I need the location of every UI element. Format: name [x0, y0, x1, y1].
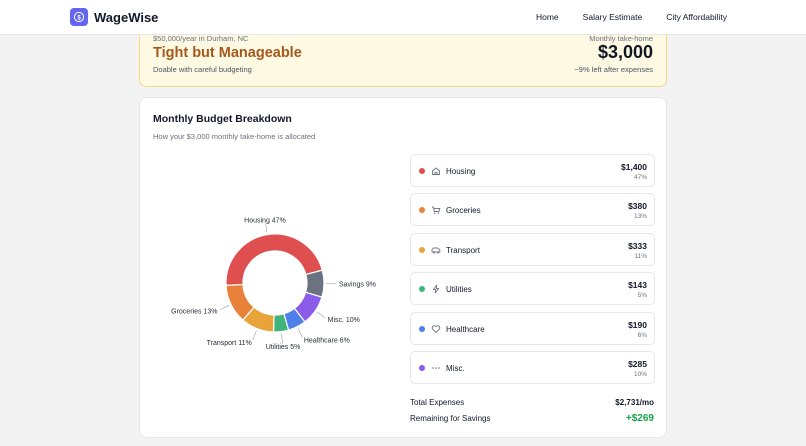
category-percent: 13%	[633, 213, 647, 221]
category-name: Housing	[446, 167, 476, 176]
category-amount: $333	[628, 240, 647, 251]
category-amount: $1,400	[621, 162, 647, 172]
budget-breakdown-card: Monthly Budget Breakdown How your $3,000…	[139, 97, 667, 438]
card-title: Monthly Budget Breakdown	[153, 113, 292, 125]
slice-label: Housing 47%	[244, 217, 286, 224]
category-amount: $190	[628, 319, 647, 330]
category-percent: 5%	[637, 292, 647, 300]
leader-line	[297, 328, 303, 338]
cart-icon	[432, 206, 441, 215]
category-name: Healthcare	[446, 324, 485, 334]
dollar-coin-icon: $	[70, 8, 88, 26]
card-subtitle: How your $3,000 monthly take-home is all…	[153, 132, 316, 141]
brand[interactable]: $ WageWise	[70, 8, 158, 26]
total-expenses-label: Total Expenses	[410, 398, 465, 407]
nav-links: Home Salary Estimate City Affordability	[512, 12, 727, 22]
nav-link-city-affordability[interactable]: City Affordability	[666, 12, 727, 22]
budget-donut-chart: Housing 47% Savings 9% Misc. 10% Healthcare…	[171, 217, 376, 351]
home-icon	[432, 167, 440, 175]
verdict-title: Tight but Manageable	[153, 45, 302, 61]
color-dot	[419, 286, 425, 293]
category-list: Housing $1,400 47% Groceries $380 13% Tr…	[410, 154, 655, 390]
remaining-savings-row: Remaining for Savings +$269	[410, 412, 655, 428]
svg-text:$: $	[77, 15, 81, 21]
color-dot	[419, 325, 425, 332]
donut-slice-groceries[interactable]	[225, 283, 255, 321]
category-name: Utilities	[446, 285, 472, 295]
category-percent: 11%	[634, 252, 647, 260]
category-name: Transport	[446, 245, 480, 255]
remaining-savings-label: Remaining for Savings	[410, 414, 491, 423]
category-item-groceries[interactable]: Groceries $380 13%	[410, 193, 655, 227]
slice-label: Transport 11%	[207, 340, 252, 347]
color-dot	[419, 207, 425, 214]
category-name: Groceries	[446, 206, 481, 216]
slice-label: Healthcare 6%	[304, 338, 350, 345]
category-item-healthcare[interactable]: Healthcare $190 6%	[410, 311, 655, 345]
brand-name: WageWise	[94, 9, 159, 25]
slice-label: Misc. 10%	[328, 317, 360, 324]
category-item-transport[interactable]: Transport $333 11%	[410, 232, 655, 266]
color-dot	[419, 364, 425, 371]
remaining-savings-value: +$269	[625, 413, 654, 424]
leader-line	[281, 333, 283, 344]
heart-icon	[431, 324, 441, 333]
color-dot	[419, 168, 425, 174]
leader-line	[252, 330, 257, 340]
salary-context: $50,000/year in Durham, NC	[153, 34, 249, 43]
slice-label: Savings 9%	[339, 281, 376, 288]
car-icon	[431, 247, 441, 254]
category-item-utilities[interactable]: Utilities $143 5%	[410, 272, 655, 306]
total-expenses-row: Total Expenses $2,731/mo	[410, 396, 655, 412]
leader-line	[220, 305, 230, 310]
dots-icon	[432, 367, 440, 369]
bolt-icon	[432, 284, 440, 294]
left-after-expenses-note: ~9% left after expenses	[574, 65, 653, 74]
slice-label: Groceries 13%	[171, 308, 217, 315]
leader-line	[265, 222, 268, 233]
total-expenses-value: $2,731/mo	[615, 398, 654, 407]
donut-slice-housing[interactable]	[225, 233, 324, 286]
category-percent: 47%	[633, 174, 647, 181]
takehome-amount: $3,000	[597, 42, 653, 62]
nav-link-salary-estimate[interactable]: Salary Estimate	[582, 12, 643, 22]
category-amount: $143	[628, 280, 647, 291]
takehome-label: Monthly take-home	[589, 34, 653, 43]
category-amount: $285	[628, 358, 647, 369]
category-name: Misc.	[446, 363, 465, 373]
slice-label: Utilities 5%	[266, 344, 301, 351]
color-dot	[419, 246, 425, 253]
category-item-housing[interactable]: Housing $1,400 47%	[410, 154, 655, 187]
verdict-description: Doable with careful budgeting	[153, 65, 252, 74]
category-amount: $380	[628, 201, 647, 212]
category-item-misc[interactable]: Misc. $285 10%	[410, 350, 655, 384]
totals: Total Expenses $2,731/mo Remaining for S…	[410, 396, 655, 428]
category-percent: 10%	[633, 370, 647, 378]
top-nav: $ WageWise Home Salary Estimate City Aff…	[0, 0, 806, 35]
category-percent: 6%	[637, 331, 647, 339]
leader-line	[316, 311, 326, 318]
nav-link-home[interactable]: Home	[535, 12, 559, 22]
